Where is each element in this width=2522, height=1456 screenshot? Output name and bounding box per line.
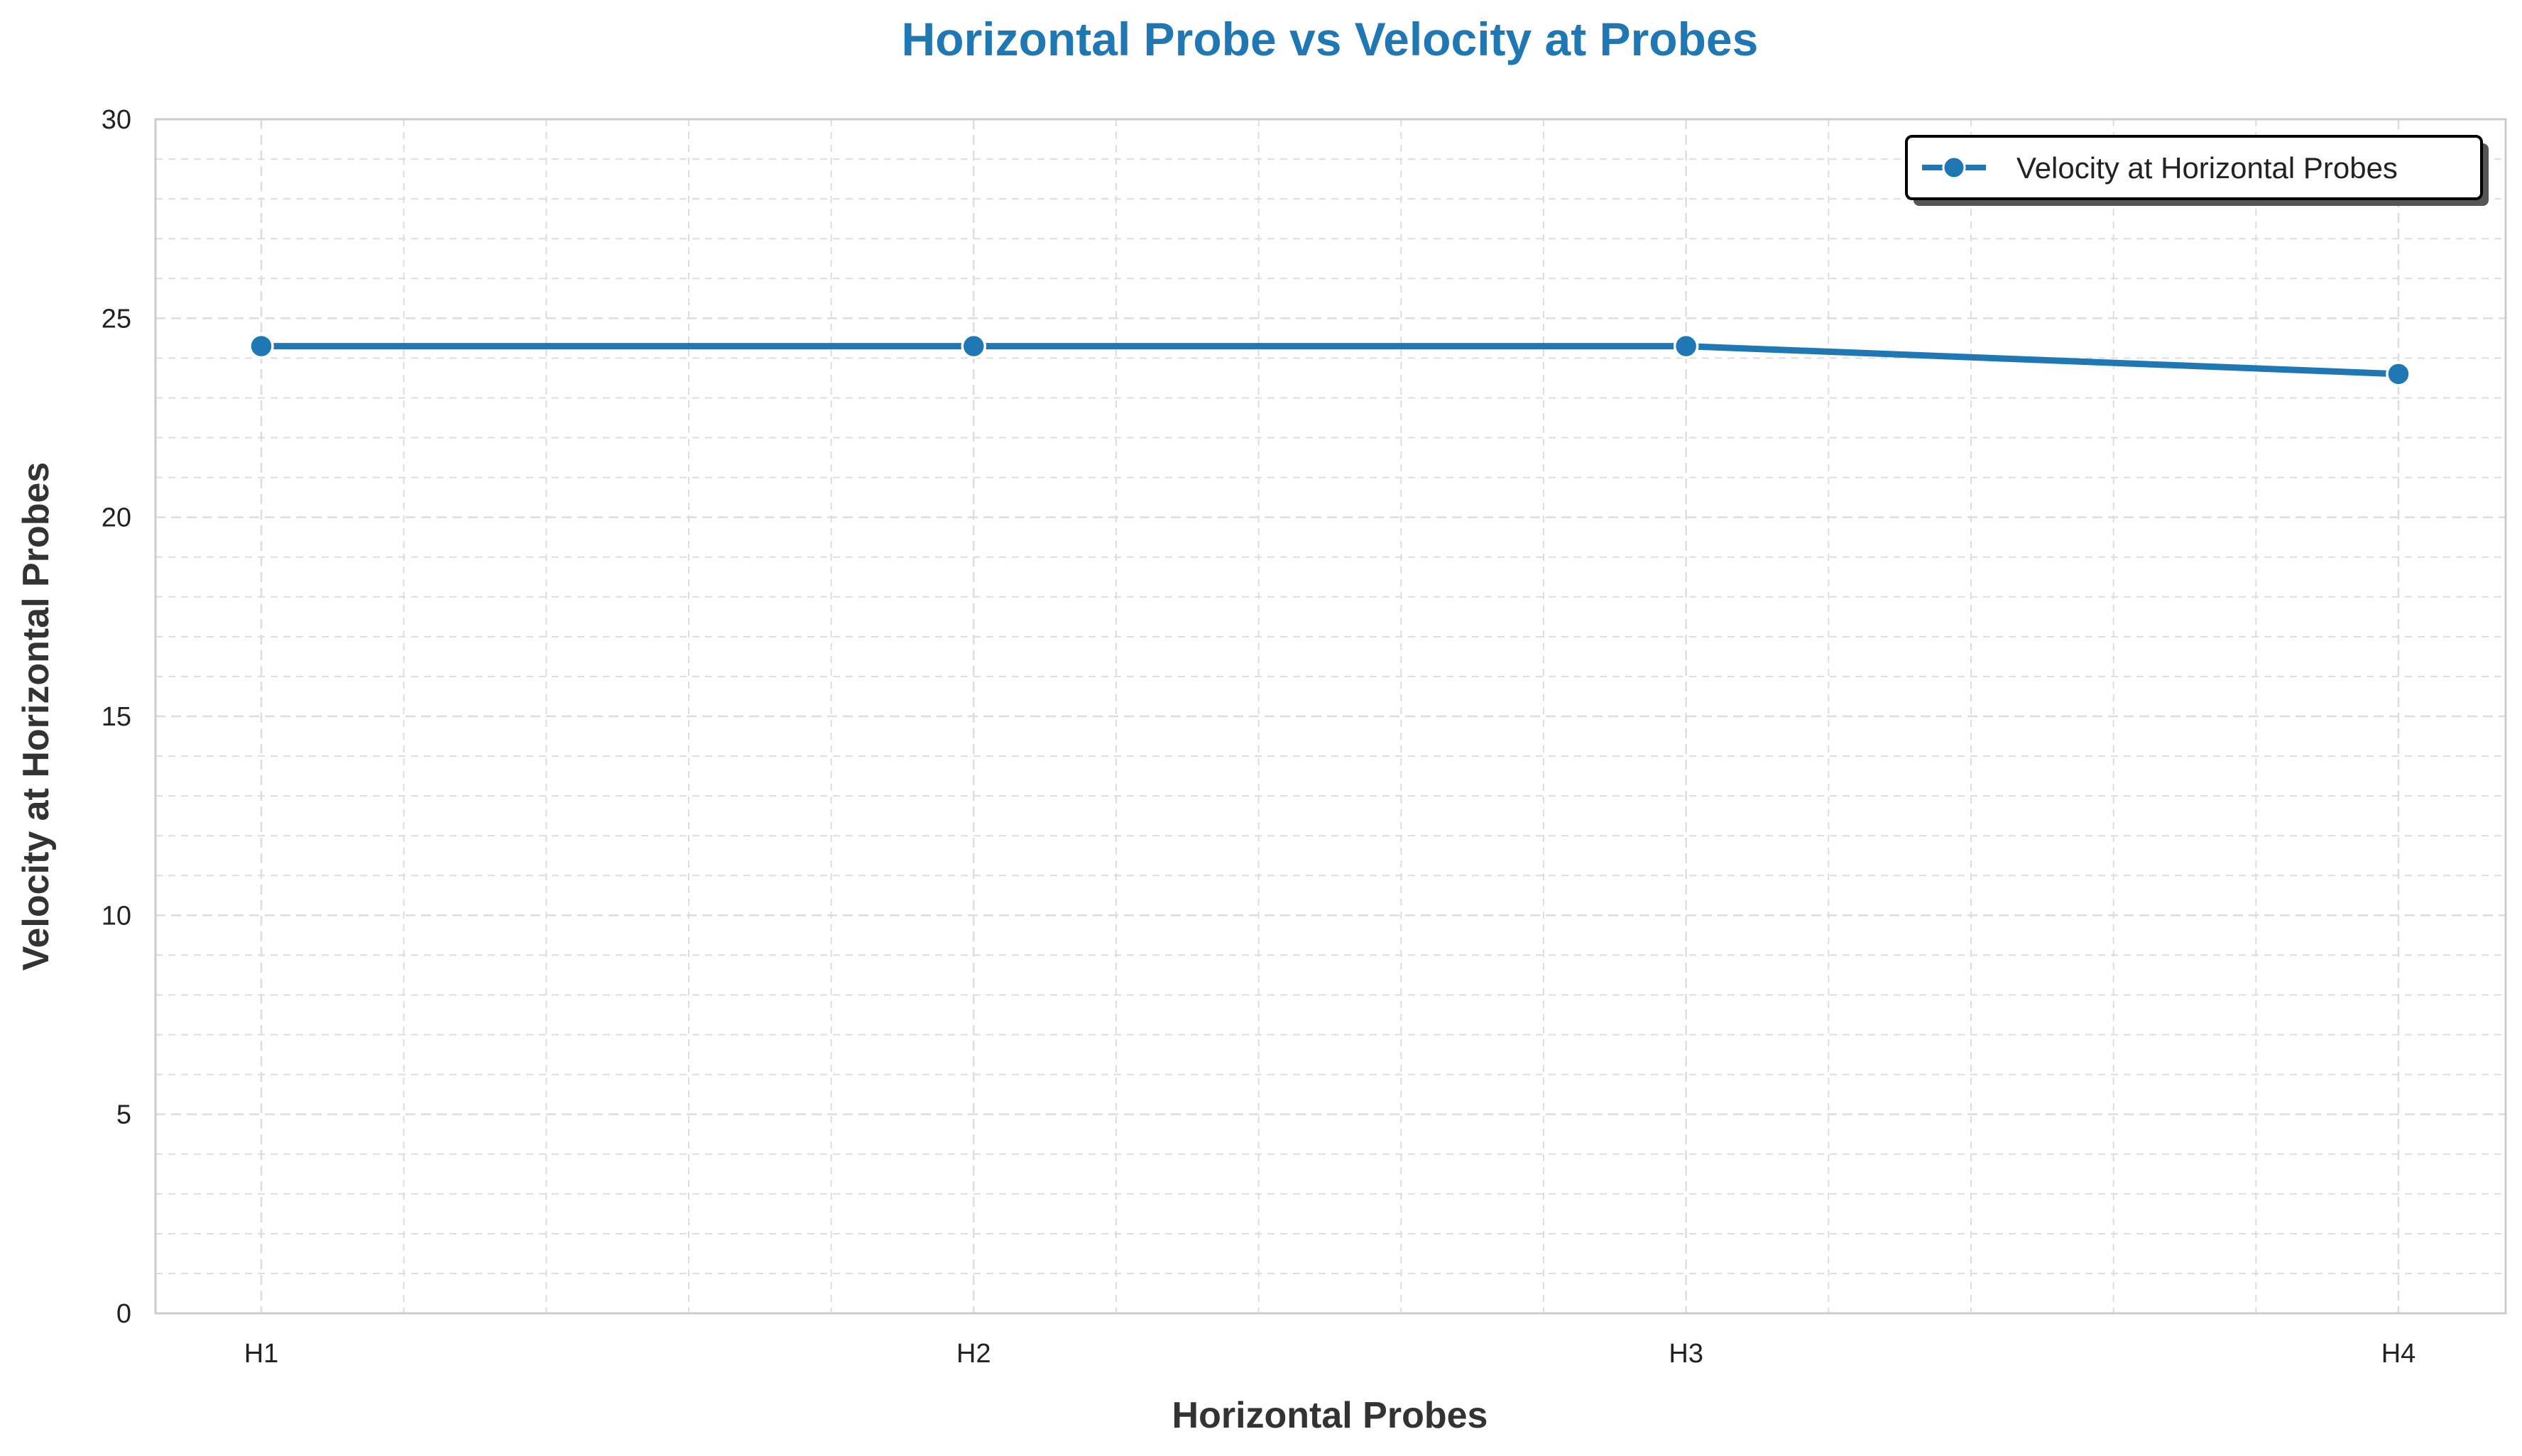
plot-frame: [154, 118, 2507, 1315]
chart-title: Horizontal Probe vs Velocity at Probes: [902, 13, 1759, 65]
legend-marker-swatch: [1942, 155, 1966, 180]
data-point: [249, 333, 274, 359]
major-grid: [155, 118, 2506, 1315]
data-point: [961, 333, 987, 359]
y-tick-label: 30: [102, 105, 131, 135]
data-point: [1673, 333, 1699, 359]
y-tick-label: 15: [102, 702, 131, 732]
x-tick-label: H1: [244, 1339, 279, 1369]
x-tick-label: H4: [2381, 1339, 2416, 1369]
legend: Velocity at Horizontal Probes: [1905, 135, 2489, 206]
series-group: [249, 333, 2411, 387]
y-axis-ticks: 0 5 10 15 20 25 30: [102, 105, 131, 1329]
legend-series-label: Velocity at Horizontal Probes: [2016, 151, 2398, 185]
minor-grid: [155, 119, 2506, 1313]
x-tick-label: H2: [956, 1339, 991, 1369]
y-axis-label: Velocity at Horizontal Probes: [16, 462, 57, 971]
series-line: [258, 343, 2402, 378]
x-axis-ticks: H1 H2 H3 H4: [244, 1339, 2416, 1369]
data-point: [2386, 361, 2411, 387]
x-axis-label: Horizontal Probes: [1172, 1395, 1488, 1436]
y-tick-label: 5: [116, 1100, 131, 1130]
y-tick-label: 20: [102, 503, 131, 533]
y-tick-label: 0: [116, 1299, 131, 1329]
legend-box: [1905, 135, 2483, 200]
y-tick-label: 10: [102, 901, 131, 931]
y-tick-label: 25: [102, 304, 131, 334]
x-tick-label: H3: [1669, 1339, 1703, 1369]
